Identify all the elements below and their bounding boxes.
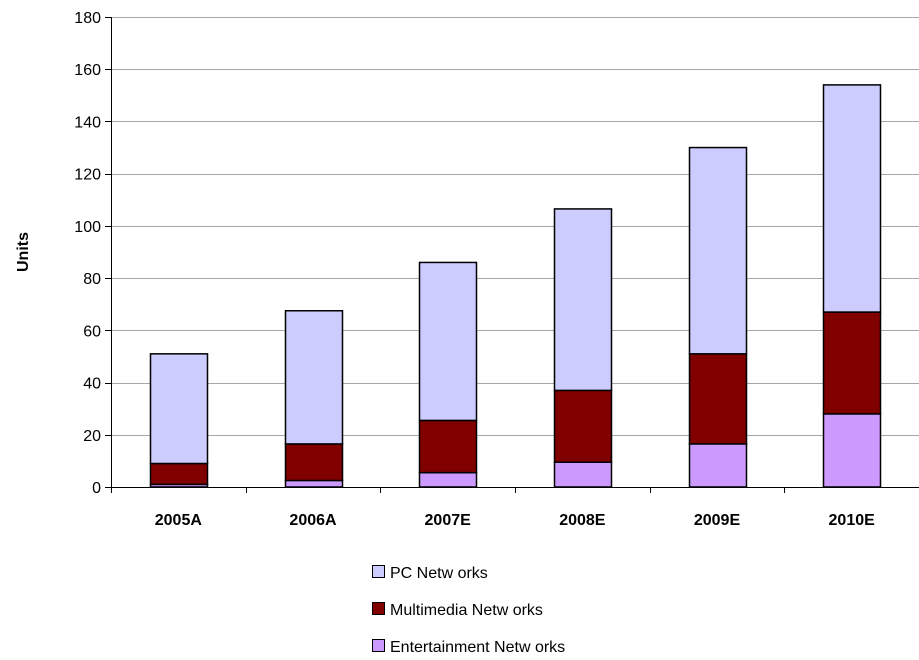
bar-2007E-entertainment-netw-orks [418,471,478,488]
gridlines [111,17,919,436]
y-tick-label-80: 80 [83,271,101,288]
bar-2010E-pc-netw-orks [822,84,882,313]
bar-2009E-pc-netw-orks [688,146,748,355]
bar-2010E-multimedia-netw-orks [822,311,882,415]
x-tick-label-2009E: 2009E [694,512,741,529]
bar-2008E-multimedia-netw-orks [553,389,613,463]
y-axis-title: Units [15,232,32,272]
x-tick-label-2008E: 2008E [559,512,606,529]
legend-label-pc-netw-orks: PC Netw orks [390,565,488,582]
y-tick-label-60: 60 [83,323,101,340]
x-tick-label-2007E: 2007E [425,512,472,529]
axes [105,17,919,493]
y-tick-labels: 0 20 40 60 80 100 120 140 160 180 [74,10,101,497]
legend-label-multimedia-netw-orks: Multimedia Netw orks [390,602,543,619]
y-tick-label-180: 180 [74,10,101,27]
legend-label-entertainment-netw-orks: Entertainment Netw orks [390,639,565,656]
x-tick-label-2005A: 2005A [155,512,203,529]
bar-2006A-pc-netw-orks [284,310,344,445]
bar-2006A-multimedia-netw-orks [284,443,344,482]
x-tick-labels: 2005A 2006A 2007E 2008E 2009E 2010E [155,512,875,529]
y-tick-label-140: 140 [74,114,101,131]
bar-2006A-entertainment-netw-orks [284,479,344,488]
bar-2005A-pc-netw-orks [149,353,209,465]
legend-swatch-multimedia-netw-orks [372,602,385,615]
y-tick-label-160: 160 [74,62,101,79]
bar-2009E-entertainment-netw-orks [688,443,748,488]
y-tick-label-100: 100 [74,219,101,236]
y-tick-label-20: 20 [83,428,101,445]
x-tick-label-2010E: 2010E [829,512,876,529]
legend-swatch-entertainment-netw-orks [372,639,385,652]
bar-2007E-multimedia-netw-orks [418,419,478,474]
y-tick-label-0: 0 [92,480,101,497]
y-tick-label-120: 120 [74,167,101,184]
bar-2010E-entertainment-netw-orks [822,413,882,488]
bar-2008E-pc-netw-orks [553,208,613,392]
bar-stacks [149,84,882,488]
x-tick-label-2006A: 2006A [289,512,337,529]
bar-2005A-multimedia-netw-orks [149,462,209,486]
bar-2008E-entertainment-netw-orks [553,461,613,488]
y-tick-label-40: 40 [83,376,101,393]
legend-swatch-pc-netw-orks [372,565,385,578]
legend: PC Netw orks Multimedia Netw orks Entertai… [372,565,565,656]
bar-2009E-multimedia-netw-orks [688,353,748,445]
bar-2007E-pc-netw-orks [418,261,478,422]
